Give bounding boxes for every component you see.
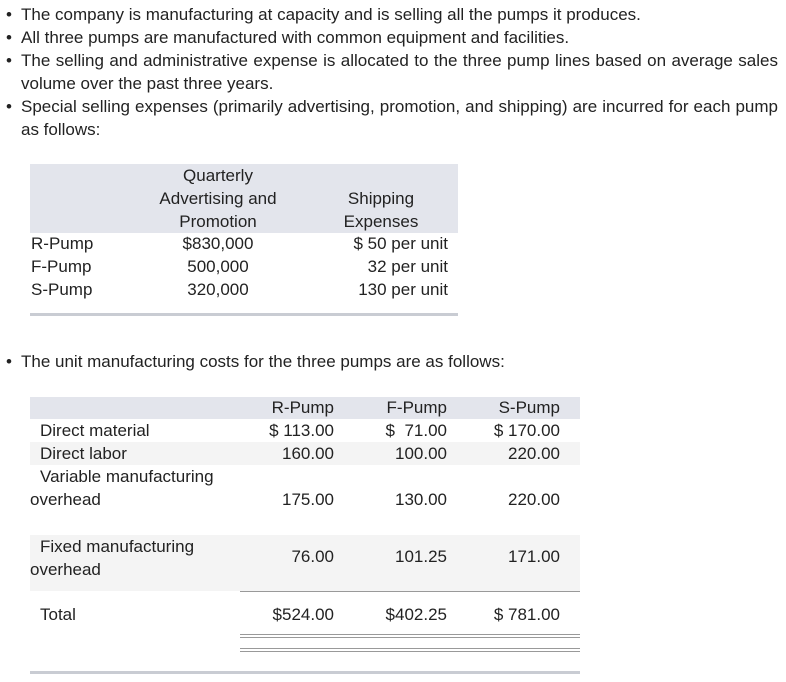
column-header: S-Pump	[498, 398, 560, 417]
row-label: S-Pump	[31, 280, 93, 299]
column-header: Shipping Expenses	[343, 189, 419, 231]
table-rule	[30, 313, 458, 316]
table-rule	[240, 648, 580, 649]
cell: 320,000	[187, 280, 249, 299]
bullet-text: All three pumps are manufactured with co…	[21, 28, 570, 47]
bullet-text: The selling and administrative expense i…	[21, 51, 778, 93]
table-rule	[240, 651, 580, 652]
cell: $ 113.00	[269, 421, 334, 440]
row-label: Fixed manufacturing overhead	[30, 537, 195, 579]
table-rule	[30, 671, 580, 674]
table-rule	[240, 634, 580, 635]
bullet: The company is manufacturing at capacity…	[6, 3, 778, 26]
row-label: Direct material	[40, 421, 150, 440]
bullet: The unit manufacturing costs for the thr…	[6, 350, 778, 373]
cell: 100.00	[395, 444, 447, 463]
bullet: All three pumps are manufactured with co…	[6, 26, 778, 49]
column-header: F-Pump	[386, 398, 447, 417]
cell: $ 170.00	[493, 421, 560, 440]
table-rule	[240, 591, 580, 592]
bullet-text: The company is manufacturing at capacity…	[21, 5, 641, 24]
cell: $ 781.00	[493, 605, 560, 624]
cell: 160.00	[282, 444, 334, 463]
bullet-text: Special selling expenses (primarily adve…	[21, 97, 778, 139]
cell: 171.00	[508, 547, 560, 566]
bullet-text: The unit manufacturing costs for the thr…	[21, 352, 505, 371]
row-label: Variable manufacturing overhead	[30, 467, 214, 509]
cell: 76.00	[291, 547, 334, 566]
column-header: Quarterly Advertising and Promotion	[159, 166, 277, 231]
row-bg	[30, 581, 580, 591]
header-bg	[30, 164, 458, 233]
cell: $ 71.00	[385, 421, 447, 440]
cell: $402.25	[385, 605, 447, 624]
cell: 175.00	[282, 490, 334, 509]
row-label: Total	[40, 605, 76, 624]
row-label: R-Pump	[31, 234, 94, 253]
row-bg	[30, 535, 580, 581]
cell: 130.00	[395, 490, 447, 509]
cell: 220.00	[508, 444, 560, 463]
column-header: R-Pump	[271, 398, 334, 417]
bullet: Special selling expenses (primarily adve…	[6, 95, 778, 141]
cell: $830,000	[182, 234, 254, 253]
cell: 500,000	[187, 257, 249, 276]
bullet: The selling and administrative expense i…	[6, 49, 778, 95]
cell: $ 50 per unit	[353, 234, 448, 253]
row-bg	[30, 442, 580, 465]
cell: $524.00	[272, 605, 334, 624]
row-label: Direct labor	[40, 444, 127, 463]
cell: 32 per unit	[367, 257, 448, 276]
cell: 130 per unit	[358, 280, 448, 299]
cell: 220.00	[508, 490, 560, 509]
table-rule	[240, 637, 580, 638]
header-bg	[30, 397, 580, 419]
cell: 101.25	[395, 547, 447, 566]
row-label: F-Pump	[31, 257, 92, 276]
